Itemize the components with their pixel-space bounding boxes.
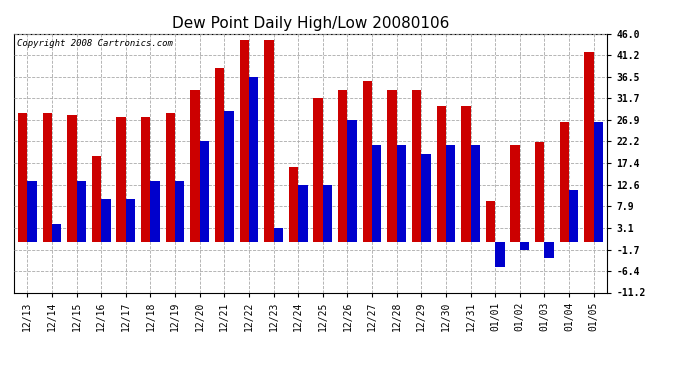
Bar [471, 145, 480, 242]
Bar [560, 122, 569, 242]
Bar [584, 52, 593, 242]
Bar [461, 106, 471, 242]
Bar [486, 201, 495, 242]
Title: Dew Point Daily High/Low 20080106: Dew Point Daily High/Low 20080106 [172, 16, 449, 31]
Bar [348, 120, 357, 242]
Bar [52, 224, 61, 242]
Bar [28, 181, 37, 242]
Bar [338, 90, 348, 242]
Bar [166, 113, 175, 242]
Bar [446, 145, 455, 242]
Bar [126, 199, 135, 242]
Bar [249, 77, 258, 242]
Bar [437, 106, 446, 242]
Bar [535, 142, 544, 242]
Bar [224, 111, 234, 242]
Bar [101, 199, 110, 242]
Bar [323, 185, 332, 242]
Bar [289, 167, 298, 242]
Bar [215, 68, 224, 242]
Bar [363, 81, 372, 242]
Bar [141, 117, 150, 242]
Bar [264, 40, 273, 242]
Bar [372, 145, 382, 242]
Bar [67, 115, 77, 242]
Bar [190, 90, 199, 242]
Bar [117, 117, 126, 242]
Bar [544, 242, 554, 258]
Bar [520, 242, 529, 249]
Bar [422, 154, 431, 242]
Bar [18, 113, 28, 242]
Text: Copyright 2008 Cartronics.com: Copyright 2008 Cartronics.com [17, 39, 172, 48]
Bar [397, 145, 406, 242]
Bar [387, 90, 397, 242]
Bar [412, 90, 422, 242]
Bar [593, 122, 603, 242]
Bar [298, 185, 308, 242]
Bar [495, 242, 504, 267]
Bar [313, 99, 323, 242]
Bar [239, 40, 249, 242]
Bar [43, 113, 52, 242]
Bar [175, 181, 184, 242]
Bar [511, 145, 520, 242]
Bar [77, 181, 86, 242]
Bar [92, 156, 101, 242]
Bar [199, 141, 209, 242]
Bar [273, 228, 283, 242]
Bar [150, 181, 160, 242]
Bar [569, 190, 578, 242]
